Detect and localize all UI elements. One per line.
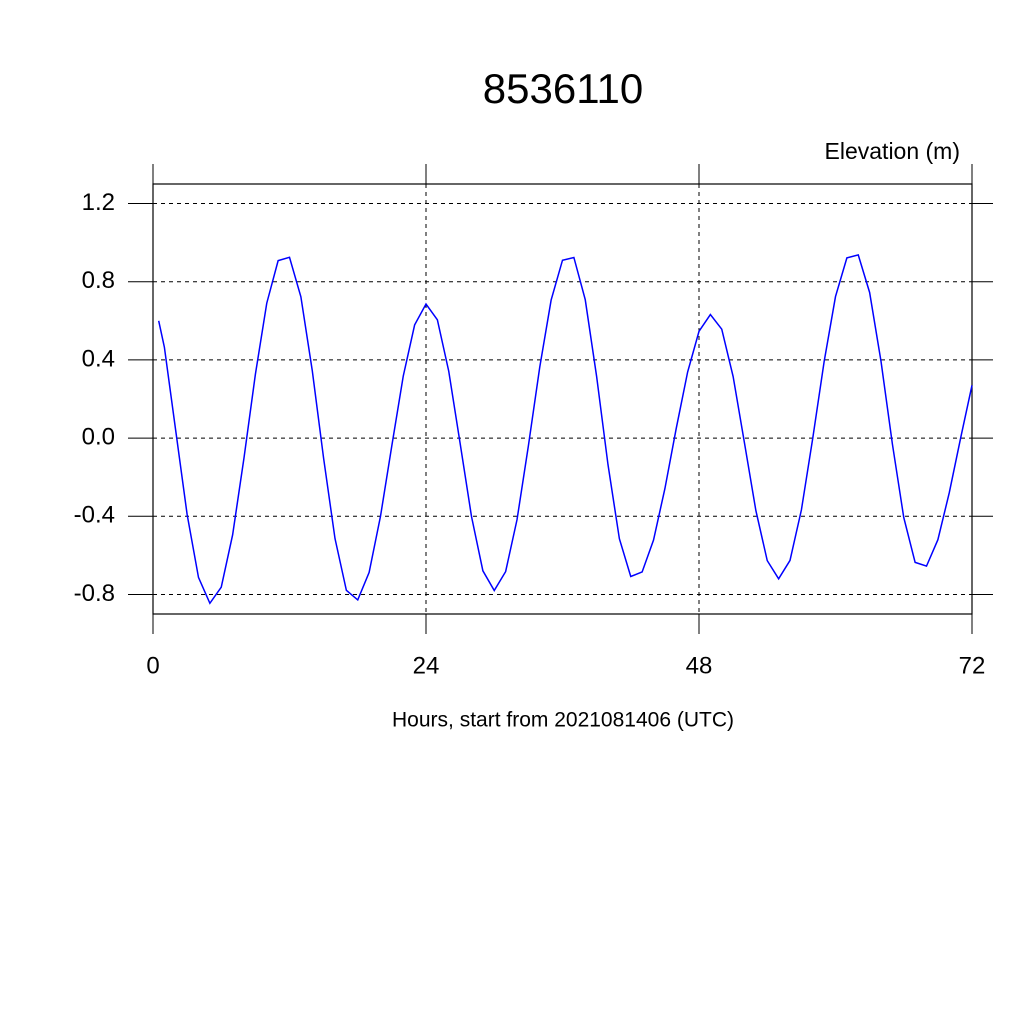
y-tick-label: 0.0 [82,423,115,450]
x-tick-label: 72 [959,652,986,679]
y-tick-label: -0.4 [74,502,115,529]
x-tick-label: 48 [686,652,713,679]
y-tick-label: -0.8 [74,580,115,607]
y-tick-label: 1.2 [82,189,115,216]
x-axis-title: Hours, start from 2021081406 (UTC) [392,709,734,732]
x-tick-label: 0 [146,652,159,679]
plot-frame [152,183,973,615]
y-tick-label: 0.4 [82,345,115,372]
chart-title: 8536110 [483,65,643,112]
y-tick-label: 0.8 [82,267,115,294]
x-tick-label: 24 [413,652,440,679]
y-axis-title: Elevation (m) [825,138,960,164]
data-line [157,254,973,605]
